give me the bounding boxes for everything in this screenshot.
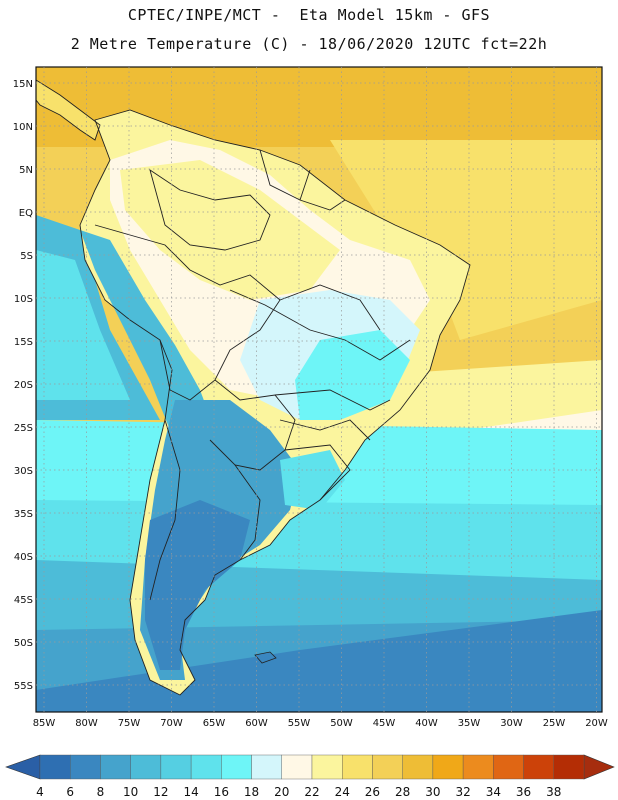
- lat-label: EQ: [19, 208, 33, 219]
- colorbar-label: 20: [274, 785, 289, 799]
- lon-label: 85W: [33, 718, 56, 729]
- lat-label: 20S: [14, 380, 33, 391]
- lon-label: 50W: [330, 718, 353, 729]
- colorbar-label: 18: [244, 785, 259, 799]
- lon-label: 55W: [288, 718, 311, 729]
- lat-label: 10S: [14, 294, 33, 305]
- lat-label: 15S: [14, 337, 33, 348]
- lat-label: 15N: [13, 79, 33, 90]
- title-model: CPTEC/INPE/MCT - Eta Model 15km - GFS: [127, 6, 491, 24]
- lon-label: 75W: [118, 718, 141, 729]
- lon-label: 60W: [245, 718, 268, 729]
- colorbar-label: 32: [455, 785, 470, 799]
- colorbar-label: 14: [183, 785, 198, 799]
- colorbar-swatch: [130, 754, 162, 780]
- colorbar-label: 34: [486, 785, 501, 799]
- colorbar-swatch: [70, 754, 101, 780]
- lat-label: 10N: [13, 122, 33, 133]
- colorbar-low-arrow: [5, 754, 41, 780]
- title-variable: 2 Metre Temperature (C) - 18/06/2020 12U…: [70, 35, 548, 53]
- lat-label: 5N: [19, 165, 33, 176]
- lon-label: 20W: [585, 718, 608, 729]
- lon-label: 40W: [415, 718, 438, 729]
- colorbar: 4 6 8 10 12 14 16 18 20 22 24 26 28 30 32 34 36 38: [5, 754, 615, 799]
- colorbar-swatch: [39, 754, 71, 780]
- colorbar-swatch: [493, 754, 524, 780]
- lon-label: 70W: [160, 718, 183, 729]
- colorbar-swatch: [553, 754, 585, 780]
- lon-label: 35W: [458, 718, 481, 729]
- lat-label: 30S: [14, 466, 33, 477]
- lat-label: 55S: [14, 681, 33, 692]
- colorbar-label: 4: [36, 785, 44, 799]
- lon-label: 25W: [543, 718, 566, 729]
- latitude-labels: 15N 10N 5N EQ 5S 10S 15S 20S 25S 30S 35S 40S 45S 50S 5…: [13, 79, 33, 692]
- colorbar-swatch: [523, 754, 554, 780]
- longitude-labels: 85W 80W 75W 70W 65W 60W 55W 50W 45W 40W 35W 30W 25W 2…: [33, 718, 608, 729]
- ocean-pacific-cyan: [36, 250, 130, 400]
- colorbar-swatch: [160, 754, 192, 780]
- lon-label: 30W: [500, 718, 523, 729]
- colorbar-swatch: [281, 754, 313, 780]
- land-zone-cyan-southeast: [295, 330, 410, 420]
- ocean-atlantic-warm: [330, 140, 602, 340]
- map-area: [36, 67, 602, 712]
- colorbar-swatch: [432, 754, 464, 780]
- lat-label: 25S: [14, 423, 33, 434]
- colorbar-label: 12: [153, 785, 168, 799]
- lon-label: 65W: [203, 718, 226, 729]
- colorbar-high-arrow: [583, 754, 615, 780]
- lon-label: 45W: [373, 718, 396, 729]
- colorbar-label: 22: [304, 785, 319, 799]
- country-borders: [36, 79, 471, 696]
- lon-label: 80W: [75, 718, 98, 729]
- colorbar-swatch: [100, 754, 131, 780]
- colorbar-swatch: [251, 754, 282, 780]
- colorbar-swatch: [402, 754, 434, 780]
- colorbar-swatch: [221, 754, 252, 780]
- land-zone-uruguay-cyan: [280, 450, 345, 510]
- lat-label: 40S: [14, 552, 33, 563]
- colorbar-label: 26: [365, 785, 380, 799]
- colorbar-label: 16: [214, 785, 229, 799]
- colorbar-label: 8: [97, 785, 105, 799]
- colorbar-label: 10: [123, 785, 138, 799]
- colorbar-swatch: [462, 754, 494, 780]
- map-frame: [35, 66, 603, 713]
- lat-label: 45S: [14, 595, 33, 606]
- colorbar-label: 36: [516, 785, 531, 799]
- lat-label: 35S: [14, 509, 33, 520]
- lat-label: 50S: [14, 638, 33, 649]
- colorbar-label: 24: [335, 785, 350, 799]
- colorbar-swatch: [190, 754, 222, 780]
- land-central-america: [36, 80, 100, 140]
- colorbar-label: 28: [395, 785, 410, 799]
- colorbar-label: 30: [425, 785, 440, 799]
- colorbar-swatch: [311, 754, 343, 780]
- colorbar-swatch: [342, 754, 373, 780]
- colorbar-label: 38: [546, 785, 561, 799]
- colorbar-label: 6: [66, 785, 74, 799]
- land-falklands: [254, 651, 277, 664]
- colorbar-swatch: [372, 754, 403, 780]
- land-zone-pale-yellow: [120, 160, 340, 300]
- lat-label: 5S: [20, 251, 33, 262]
- land-zone-south-deep-blue: [145, 500, 250, 670]
